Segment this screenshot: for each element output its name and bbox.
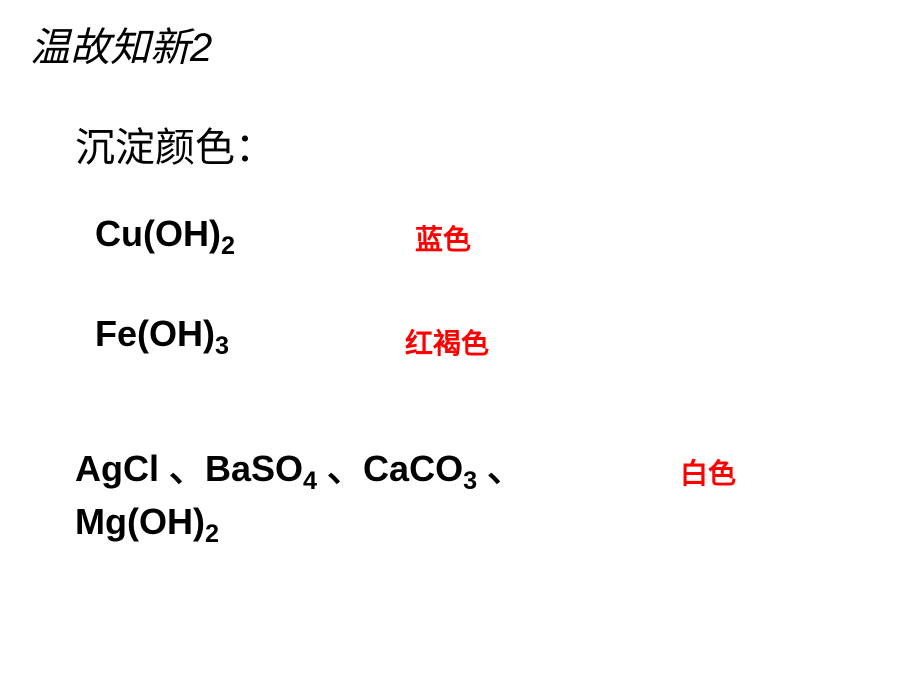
section-heading: 沉淀颜色： [75, 115, 275, 173]
formula-1: Fe(OH)3 [95, 310, 229, 363]
formula-2: AgCl 、BaSO4 、CaCO3 、Mg(OH)2 [75, 445, 523, 551]
color-label-0: 蓝色 [415, 218, 471, 258]
page-title: 温故知新2 [30, 15, 212, 73]
color-label-1: 红褐色 [405, 322, 489, 362]
color-label-2: 白色 [680, 452, 736, 492]
formula-0: Cu(OH)2 [95, 210, 235, 263]
